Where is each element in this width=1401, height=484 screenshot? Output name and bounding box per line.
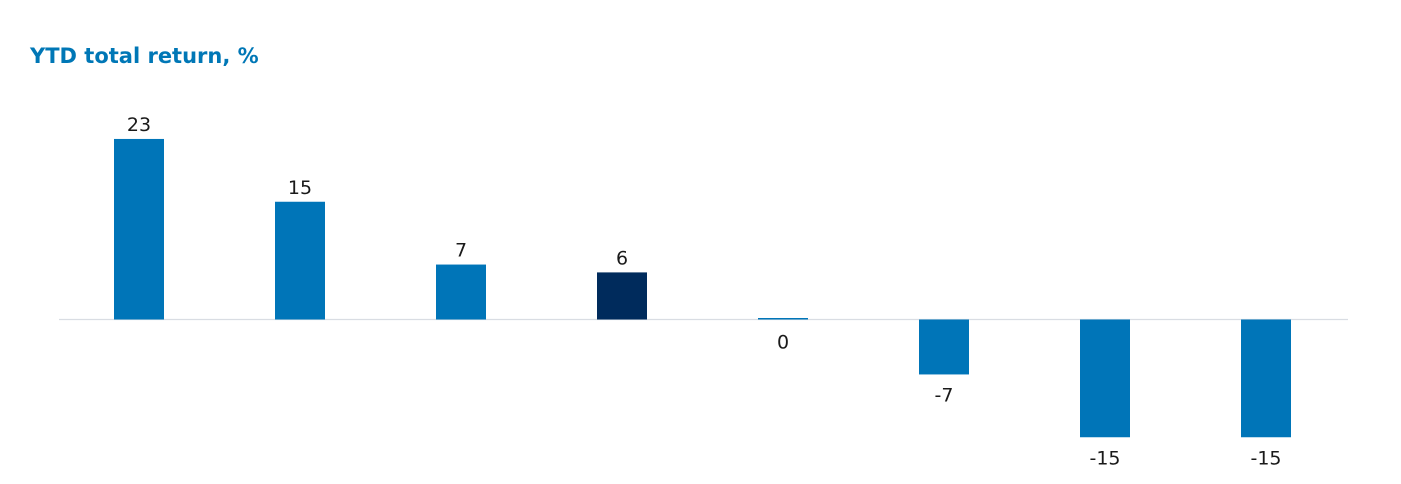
bar-6 [919, 319, 969, 375]
data-label-2: 15 [288, 177, 312, 199]
bars-group [114, 138, 1291, 438]
bar-4 [597, 272, 647, 320]
bar-8 [1241, 319, 1291, 438]
bar-2 [275, 201, 325, 320]
chart-title: YTD total return, % [30, 44, 259, 68]
bar-1 [114, 138, 164, 320]
bar-7 [1080, 319, 1130, 438]
data-label-6: -7 [935, 384, 954, 406]
data-label-1: 23 [127, 114, 151, 136]
data-label-7: -15 [1089, 447, 1120, 469]
data-label-4: 6 [616, 247, 628, 269]
data-label-3: 7 [455, 240, 467, 262]
data-label-8: -15 [1250, 447, 1281, 469]
data-labels-group: 23 15 7 6 0 -7 -15 -15 [127, 114, 1282, 469]
bar-5 [758, 318, 808, 320]
bar-3 [436, 264, 486, 320]
data-label-5: 0 [777, 332, 789, 354]
